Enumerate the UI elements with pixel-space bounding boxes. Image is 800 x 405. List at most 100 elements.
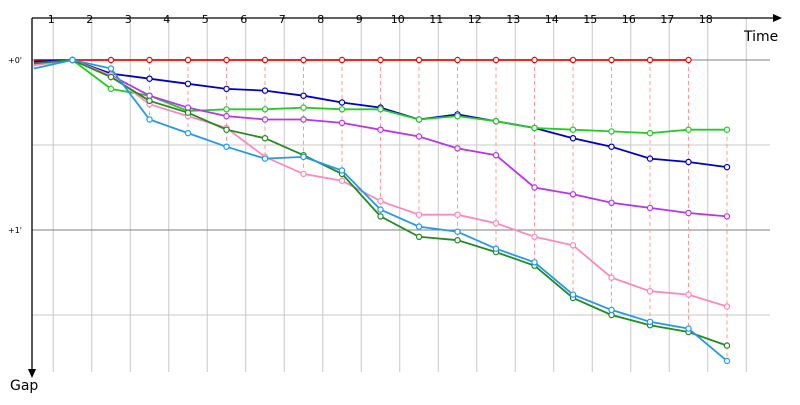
series-5-point [377,197,384,205]
series-2-point [338,99,346,106]
series-7-point [492,245,500,252]
series-7-point [377,206,384,213]
series-2-point [569,134,577,142]
x-axis-title: Time [743,29,778,45]
series-2-point [184,80,192,88]
series-6-point [415,233,423,240]
series-2-point [300,92,307,99]
series-5-point [646,288,654,295]
series-7-point [146,116,153,123]
series-4-point [454,145,461,152]
series-1-point [608,56,615,64]
lap-number-label: 9 [356,13,363,26]
series-4-point [492,151,500,159]
series-4-point [300,116,307,123]
series-7-point [107,65,115,72]
series-3-point [300,104,307,111]
series-7-point [608,306,615,314]
series-1-point [685,56,692,64]
series-2-point [223,85,230,93]
series-2-point [146,75,153,82]
series-5-point [338,177,346,184]
series-7-point [415,223,423,230]
series-1-point [569,56,577,64]
series-1-point [492,56,500,64]
lap-number-label: 1 [48,13,55,26]
series-2-point [261,87,269,94]
lap-number-label: 10 [391,13,405,26]
series-5-point [569,242,577,249]
x-axis-arrow-icon [773,14,782,22]
series-1-point [531,56,538,64]
series-7-point [338,167,346,174]
lap-number-label: 11 [429,13,443,26]
lap-number-label: 4 [163,13,170,26]
series-7-point [685,325,692,332]
series-5-point [300,170,307,178]
series-1-point [300,56,307,64]
series-1-point [146,56,153,64]
series-1-point [223,56,230,64]
series-3-point [685,126,692,133]
series-4-point [223,112,230,120]
series-4-point [646,204,654,212]
lap-number-label: 15 [583,13,597,26]
series-4-point [608,199,615,206]
y-axis-title: Gap [10,378,38,394]
series-6-point [146,97,153,105]
series-3-point [454,112,461,120]
series-3-point [723,126,731,133]
series-6-point [223,126,230,133]
series-4-point [146,92,153,99]
lap-number-label: 13 [506,13,520,26]
y-tick-label-1: +1' [8,226,22,235]
series-3-point [261,106,269,113]
series-1-point [646,56,654,64]
y-tick-label-0: +0' [8,56,22,65]
series-1-point [454,56,461,64]
series-5-point [454,211,461,218]
series-4-point [531,184,538,191]
series-7-point [723,357,731,365]
series-1-point [415,56,423,64]
lap-number-label: 6 [240,13,247,26]
axes-layer: Time Gap +0' +1' 1 2 3 4 5 6 7 8 9 10 11 12 13 14 15 16… [8,13,782,394]
series-7-point [646,318,654,325]
series-1-point [107,56,115,64]
series-1-point [338,56,346,64]
series-3-point [569,126,577,133]
series-2-point [608,143,615,150]
series-4-point [685,209,692,217]
series-6-point [723,342,731,349]
series-5-point [531,233,538,240]
lap-number-label: 2 [86,13,93,26]
series-3-point [492,117,500,125]
series-2-point [646,155,654,162]
series-7-point [261,155,269,162]
series-1-point [261,56,269,64]
series-7-point [454,228,461,235]
series-5-point [608,274,615,281]
series-1-point [377,56,384,64]
series-4-point [261,116,269,123]
series-6-point [608,311,615,319]
series-3-point [338,106,346,113]
series-6-point [184,109,192,116]
series-4-point [723,213,731,220]
series-4-point [377,126,384,133]
series-5-point [492,219,500,227]
lap-number-label: 18 [699,13,713,26]
lap-number-label: 8 [317,13,324,26]
lap-number-label: 7 [279,13,286,26]
series-3-point [646,129,654,137]
series-3-point [223,106,230,113]
lap-number-label: 14 [545,13,559,26]
lap-number-label: 16 [622,13,636,26]
series-2-point [685,158,692,166]
series-2-point [723,163,731,171]
series-5-point [685,291,692,298]
series-7-point [569,291,577,298]
lap-number-label: 17 [660,13,674,26]
series-7-point [223,143,230,150]
